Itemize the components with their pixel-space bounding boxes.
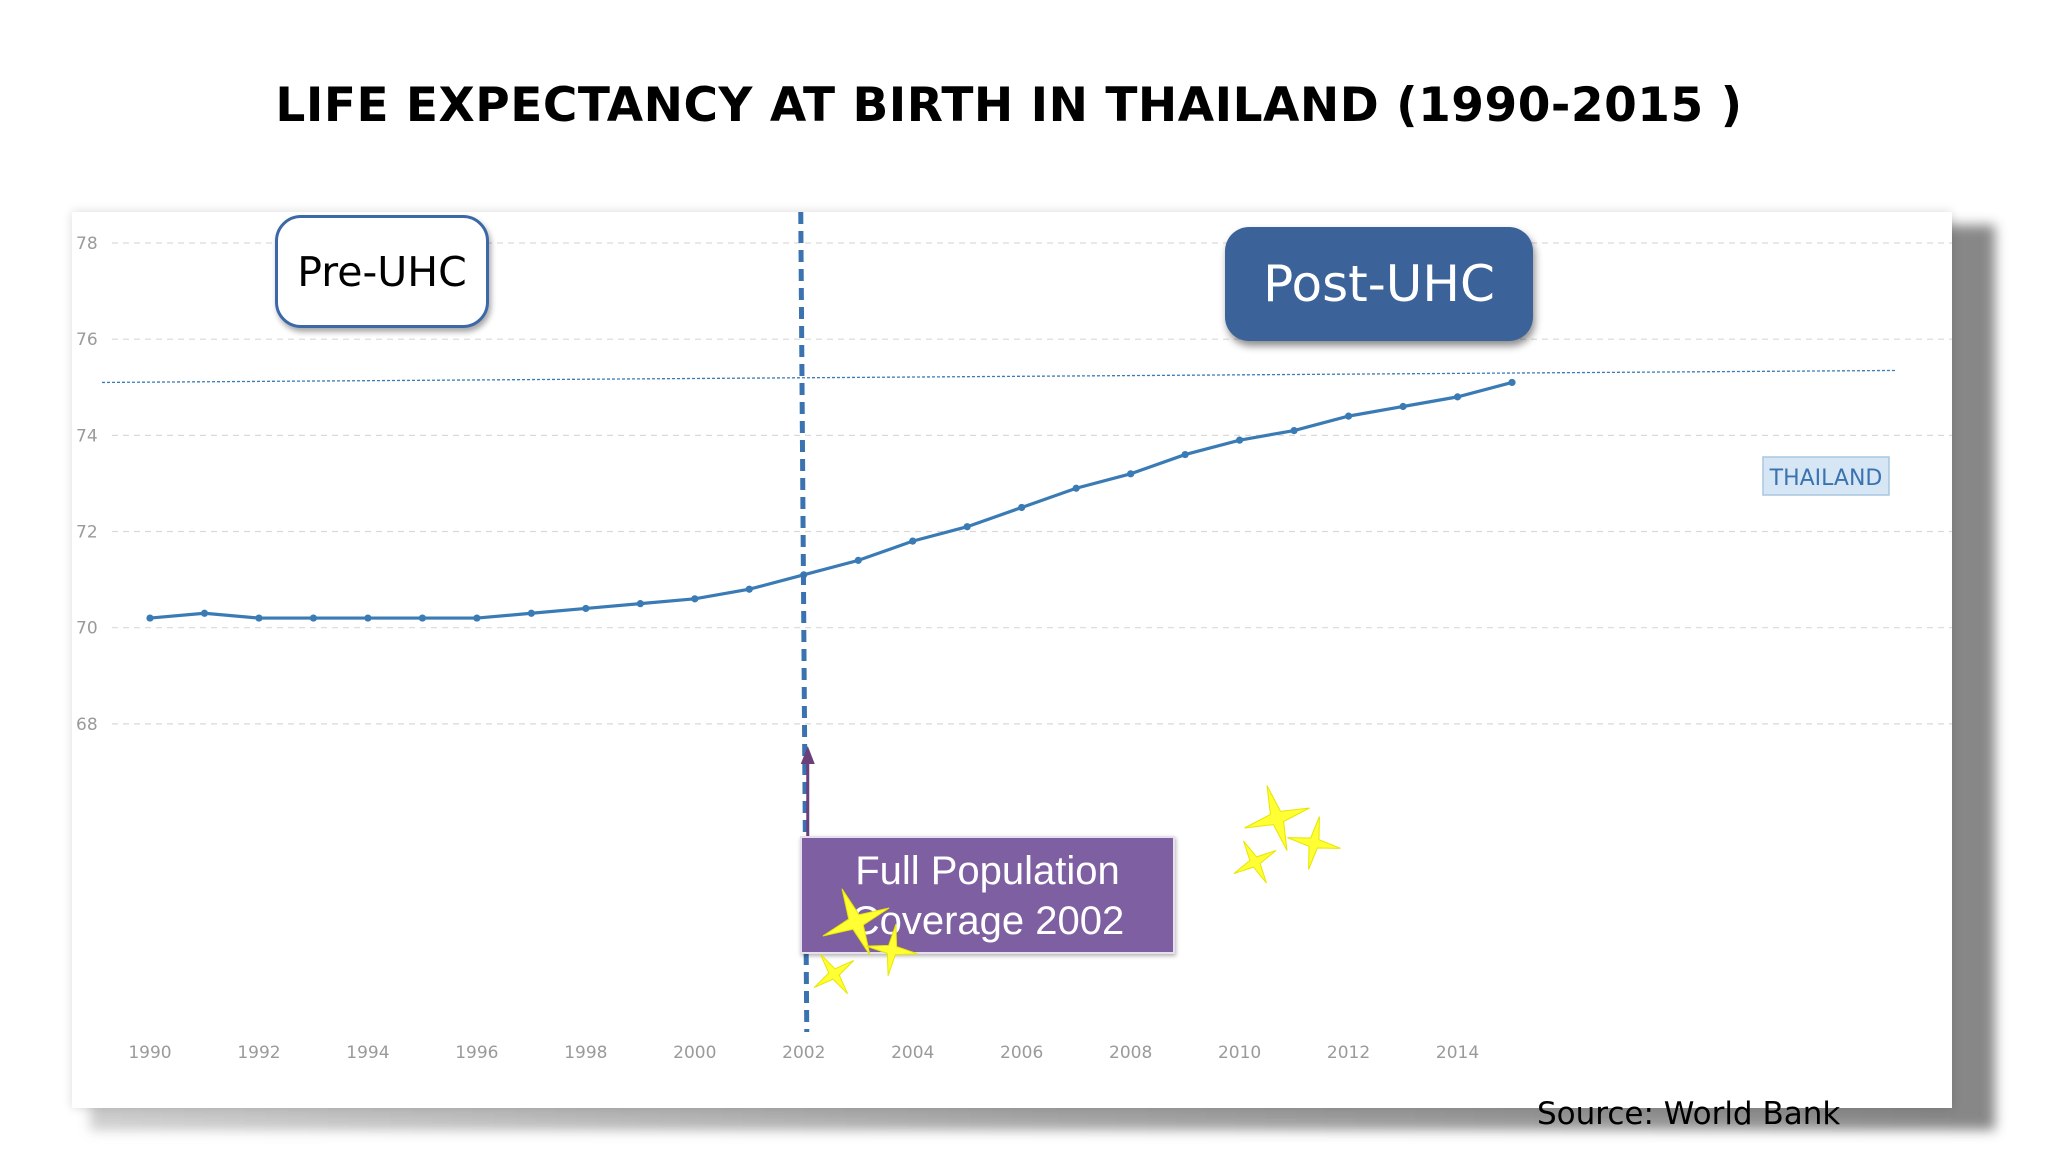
source-note: Source: World Bank xyxy=(1537,1096,1841,1132)
point-2003 xyxy=(854,556,862,564)
point-2004 xyxy=(909,537,917,545)
uhc-2002-marker-line xyxy=(798,212,810,1033)
star-icon xyxy=(822,888,890,956)
point-1991 xyxy=(200,609,209,617)
point-2000 xyxy=(691,595,699,603)
grid-layer xyxy=(112,242,1952,725)
point-2011 xyxy=(1290,426,1298,435)
y-tick-labels: 68 70 72 74 76 78 xyxy=(76,234,98,735)
x-tick-2014: 2014 xyxy=(1436,1043,1479,1063)
star-icon xyxy=(1244,785,1310,851)
coverage-arrow-head xyxy=(800,746,815,764)
x-tick-1996: 1996 xyxy=(455,1043,498,1063)
series-legend-tag: THAILAND xyxy=(1762,456,1890,496)
x-tick-1998: 1998 xyxy=(564,1043,607,1063)
x-tick-2008: 2008 xyxy=(1109,1043,1152,1063)
star-icon xyxy=(813,953,855,995)
reference-line xyxy=(101,369,1898,384)
x-tick-1994: 1994 xyxy=(346,1043,389,1063)
point-2008 xyxy=(1127,470,1135,478)
legend-thailand: THAILAND xyxy=(1769,466,1883,491)
point-2015 xyxy=(1508,378,1516,387)
point-1993 xyxy=(309,614,318,622)
point-1998 xyxy=(582,604,590,613)
star-icon xyxy=(866,924,918,976)
point-2007 xyxy=(1072,484,1080,492)
x-tick-2004: 2004 xyxy=(891,1043,934,1063)
life-expectancy-chart: 68 70 72 74 76 78 1990 1992 1994 1996 1998 2000 200… xyxy=(76,212,1952,1063)
x-tick-2006: 2006 xyxy=(1000,1043,1043,1063)
x-tick-1992: 1992 xyxy=(237,1043,280,1063)
series-line-thailand xyxy=(149,380,1513,620)
pre-uhc-label: Pre-UHC xyxy=(275,215,489,328)
point-2001 xyxy=(745,585,753,593)
x-tick-2012: 2012 xyxy=(1327,1043,1370,1063)
x-tick-labels: 1990 1992 1994 1996 1998 2000 2002 2004 2006 2008… xyxy=(128,1043,1479,1063)
post-uhc-label: Post-UHC xyxy=(1225,227,1533,341)
point-2006 xyxy=(1018,503,1026,512)
point-2009 xyxy=(1181,450,1189,459)
x-tick-1990: 1990 xyxy=(128,1043,171,1063)
y-tick-74: 74 xyxy=(76,426,98,446)
point-1996 xyxy=(473,614,481,622)
point-2012 xyxy=(1344,412,1353,420)
coverage-line-1: Full Population xyxy=(855,849,1120,893)
x-tick-2000: 2000 xyxy=(673,1043,716,1063)
point-2010 xyxy=(1236,436,1244,444)
y-tick-68: 68 xyxy=(76,715,98,735)
y-tick-78: 78 xyxy=(76,234,98,254)
point-1990 xyxy=(146,614,154,622)
y-tick-76: 76 xyxy=(76,330,98,350)
point-1995 xyxy=(418,614,426,622)
x-tick-2002: 2002 xyxy=(782,1043,825,1063)
point-1992 xyxy=(255,614,263,622)
point-2005 xyxy=(963,523,971,531)
y-tick-70: 70 xyxy=(76,619,98,639)
page-title: LIFE EXPECTANCY AT BIRTH IN THAILAND (19… xyxy=(275,78,1743,133)
point-1997 xyxy=(527,609,535,617)
point-1999 xyxy=(636,600,644,608)
point-2013 xyxy=(1399,402,1407,411)
star-icon xyxy=(1233,840,1277,884)
point-1994 xyxy=(364,614,372,622)
series-points xyxy=(146,378,1516,622)
x-tick-2010: 2010 xyxy=(1218,1043,1261,1063)
star-icon xyxy=(1287,816,1341,870)
y-tick-72: 72 xyxy=(76,523,98,543)
chart-panel: 68 70 72 74 76 78 1990 1992 1994 1996 1998 2000 200… xyxy=(72,212,1952,1108)
point-2014 xyxy=(1453,393,1462,401)
